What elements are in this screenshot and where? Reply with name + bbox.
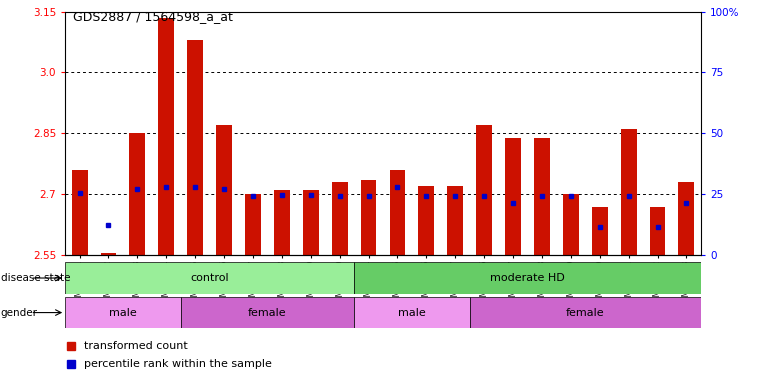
Bar	[470, 297, 701, 328]
Text: transformed count: transformed count	[84, 341, 188, 351]
Text: male: male	[109, 308, 137, 318]
Text: female: female	[248, 308, 286, 318]
Bar	[563, 194, 579, 255]
Text: male: male	[398, 308, 426, 318]
Text: moderate HD: moderate HD	[490, 273, 565, 283]
Bar	[181, 297, 354, 328]
Bar	[303, 190, 319, 255]
Bar	[476, 125, 492, 255]
Bar	[447, 186, 463, 255]
Bar	[187, 40, 203, 255]
Bar	[534, 137, 550, 255]
Bar	[71, 170, 87, 255]
Bar	[418, 186, 434, 255]
Bar	[592, 207, 607, 255]
Bar	[65, 297, 181, 328]
Text: gender: gender	[1, 308, 38, 318]
Bar	[679, 182, 695, 255]
Bar	[274, 190, 290, 255]
Text: percentile rank within the sample: percentile rank within the sample	[84, 359, 272, 369]
Bar	[332, 182, 348, 255]
Bar	[129, 133, 146, 255]
Text: disease state: disease state	[1, 273, 70, 283]
Bar	[389, 170, 405, 255]
Bar	[361, 180, 377, 255]
Text: GDS2887 / 1564598_a_at: GDS2887 / 1564598_a_at	[73, 10, 233, 23]
Bar	[159, 18, 174, 255]
Bar	[100, 253, 116, 255]
Bar	[216, 125, 232, 255]
Text: control: control	[190, 273, 229, 283]
Bar	[354, 297, 470, 328]
Text: female: female	[566, 308, 604, 318]
Bar	[354, 262, 701, 294]
Bar	[245, 194, 261, 255]
Bar	[65, 262, 354, 294]
Bar	[620, 129, 637, 255]
Bar	[650, 207, 666, 255]
Bar	[505, 137, 521, 255]
